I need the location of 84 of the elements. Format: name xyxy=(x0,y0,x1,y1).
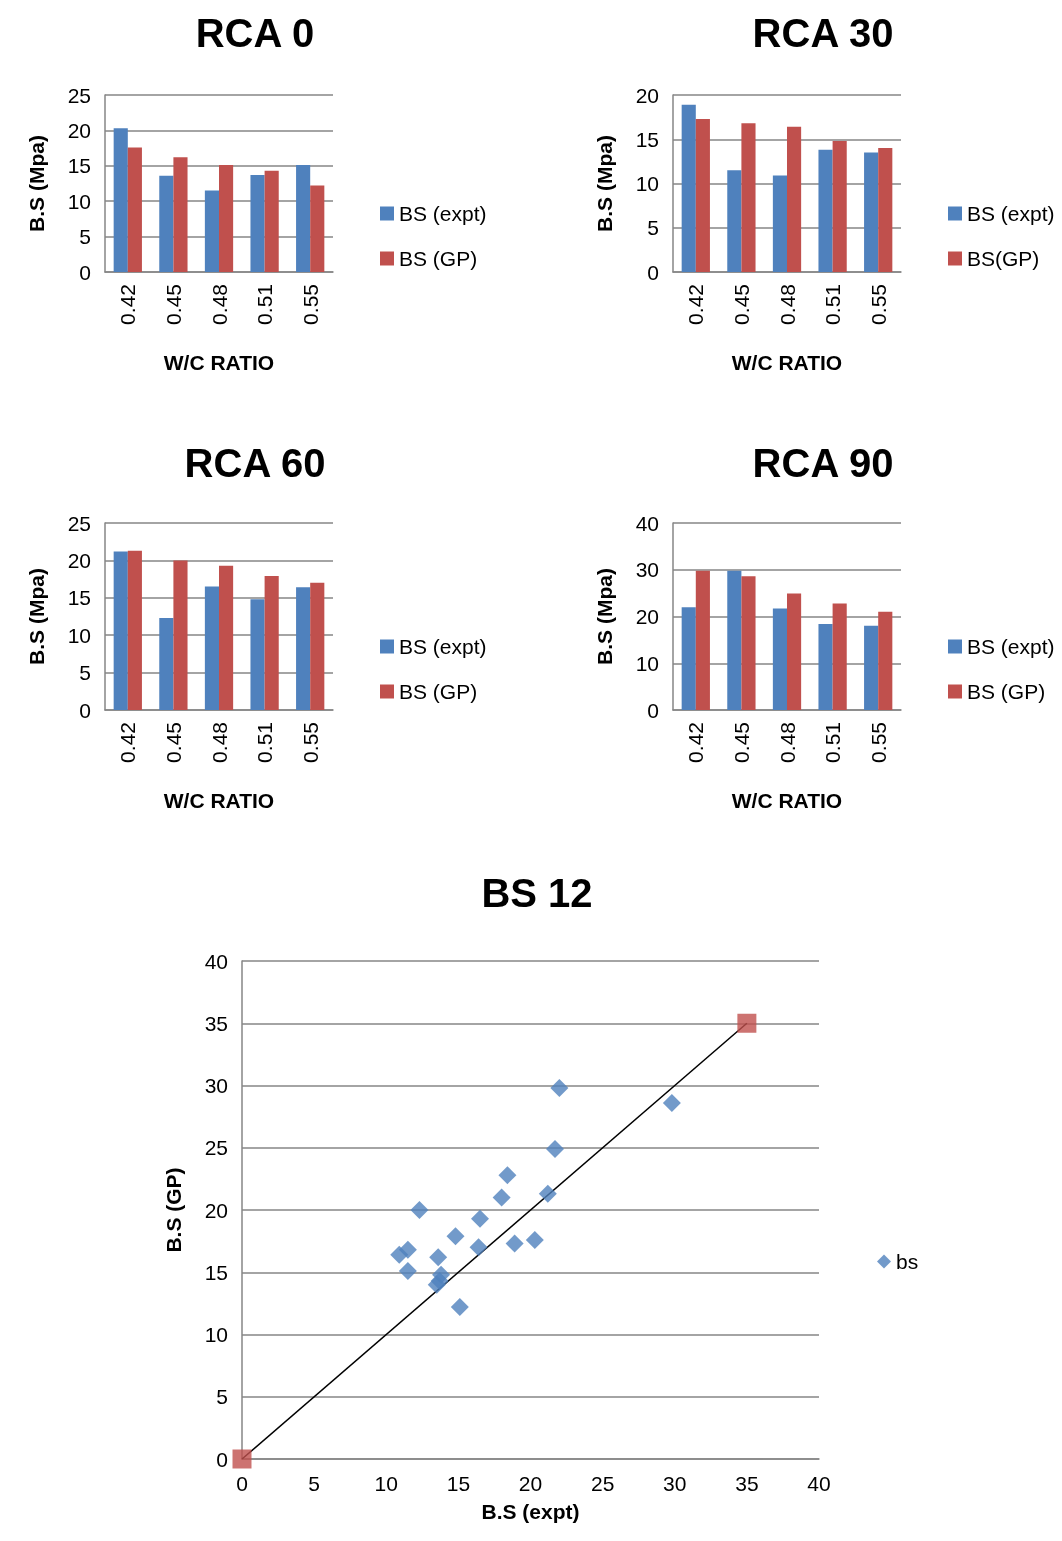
x-tick-label: 5 xyxy=(308,1472,320,1495)
legend-label: bs xyxy=(896,1250,919,1273)
x-tick-label: 0.48 xyxy=(207,284,231,325)
x-tick-label: 0.45 xyxy=(161,284,185,325)
y-axis-title: B.S (Mpa) xyxy=(593,568,616,665)
y-tick-label: 35 xyxy=(204,1011,228,1035)
y-tick-label: 0 xyxy=(647,698,659,722)
x-tick-label: 0.55 xyxy=(866,284,890,325)
y-tick-label: 15 xyxy=(67,154,91,178)
y-tick-label: 25 xyxy=(67,511,91,535)
x-tick-label: 0.51 xyxy=(821,722,845,763)
x-tick-label: 30 xyxy=(663,1472,687,1495)
x-tick-label: 0.42 xyxy=(116,722,140,763)
x-tick-label: 35 xyxy=(735,1472,759,1495)
y-tick-label: 40 xyxy=(635,511,659,535)
y-tick-label: 0 xyxy=(647,260,659,284)
y-axis-title: B.S (Mpa) xyxy=(25,568,48,665)
y-tick-label: 40 xyxy=(204,949,228,973)
chart-title: RCA 60 xyxy=(184,441,326,485)
x-tick-label: 0.42 xyxy=(684,284,708,325)
y-axis-title: B.S (Mpa) xyxy=(25,135,48,232)
chart-title: RCA 0 xyxy=(195,11,315,55)
x-tick-label: 0.55 xyxy=(298,722,322,763)
legend-label: BS (GP) xyxy=(399,680,478,703)
x-tick-label: 0.45 xyxy=(729,722,753,763)
y-tick-label: 25 xyxy=(67,83,91,107)
y-tick-label: 15 xyxy=(635,127,659,151)
x-tick-label: 40 xyxy=(807,1472,831,1495)
chart-title: RCA 90 xyxy=(752,441,894,485)
y-tick-label: 10 xyxy=(67,623,91,647)
y-tick-label: 30 xyxy=(204,1074,228,1097)
y-tick-label: 5 xyxy=(79,661,91,685)
legend-label: BS (expt) xyxy=(967,202,1055,225)
x-tick-label: 15 xyxy=(446,1472,471,1495)
y-tick-label: 5 xyxy=(647,216,659,240)
chart-title: BS 12 xyxy=(481,871,593,915)
x-tick-label: 25 xyxy=(590,1472,615,1495)
x-tick-label: 0.45 xyxy=(729,284,753,325)
y-tick-label: 20 xyxy=(635,83,659,107)
x-axis-title: W/C RATIO xyxy=(163,789,275,812)
x-tick-label: 0.48 xyxy=(207,722,231,763)
legend-label: BS (GP) xyxy=(399,247,478,270)
x-tick-label: 0.48 xyxy=(775,722,799,763)
y-tick-label: 5 xyxy=(216,1385,228,1409)
legend-label: BS(GP) xyxy=(967,247,1040,270)
x-tick-label: 0.55 xyxy=(866,722,890,763)
chart-title: RCA 30 xyxy=(752,11,894,55)
y-tick-label: 15 xyxy=(204,1260,228,1284)
y-tick-label: 20 xyxy=(204,1198,228,1222)
x-tick-label: 0.51 xyxy=(253,722,277,763)
legend-label: BS (expt) xyxy=(399,202,487,225)
y-tick-label: 30 xyxy=(635,558,659,582)
legend-label: BS (expt) xyxy=(399,635,487,658)
y-tick-label: 0 xyxy=(216,1447,228,1471)
y-tick-label: 10 xyxy=(635,651,659,675)
x-tick-label: 0.51 xyxy=(821,284,845,325)
x-axis-title: W/C RATIO xyxy=(731,789,843,812)
x-tick-label: 0.42 xyxy=(684,722,708,763)
y-tick-label: 10 xyxy=(67,189,91,213)
y-tick-label: 20 xyxy=(67,118,91,142)
legend-label: BS (GP) xyxy=(967,680,1046,703)
x-tick-label: 0.51 xyxy=(253,284,277,325)
y-axis-title: B.S (GP) xyxy=(162,1167,185,1253)
y-tick-label: 10 xyxy=(635,172,659,195)
x-tick-label: 10 xyxy=(374,1472,398,1495)
legend-label: BS (expt) xyxy=(967,635,1055,658)
y-tick-label: 15 xyxy=(67,586,91,610)
x-tick-label: 0.42 xyxy=(116,284,140,325)
x-tick-label: 0.48 xyxy=(775,284,799,325)
y-tick-label: 25 xyxy=(204,1136,228,1160)
y-tick-label: 20 xyxy=(635,605,659,628)
x-tick-label: 20 xyxy=(518,1472,543,1495)
x-tick-label: 0.45 xyxy=(161,722,185,763)
x-tick-label: 0 xyxy=(236,1472,248,1495)
x-axis-title: B.S (expt) xyxy=(481,1500,580,1523)
x-tick-label: 0.55 xyxy=(298,284,322,325)
y-tick-label: 20 xyxy=(67,548,91,572)
y-axis-title: B.S (Mpa) xyxy=(593,135,616,232)
y-tick-label: 0 xyxy=(79,260,91,284)
y-tick-label: 5 xyxy=(79,225,91,249)
x-axis-title: W/C RATIO xyxy=(163,351,275,374)
y-tick-label: 10 xyxy=(204,1323,228,1346)
x-axis-title: W/C RATIO xyxy=(731,351,843,374)
y-tick-label: 0 xyxy=(79,698,91,722)
